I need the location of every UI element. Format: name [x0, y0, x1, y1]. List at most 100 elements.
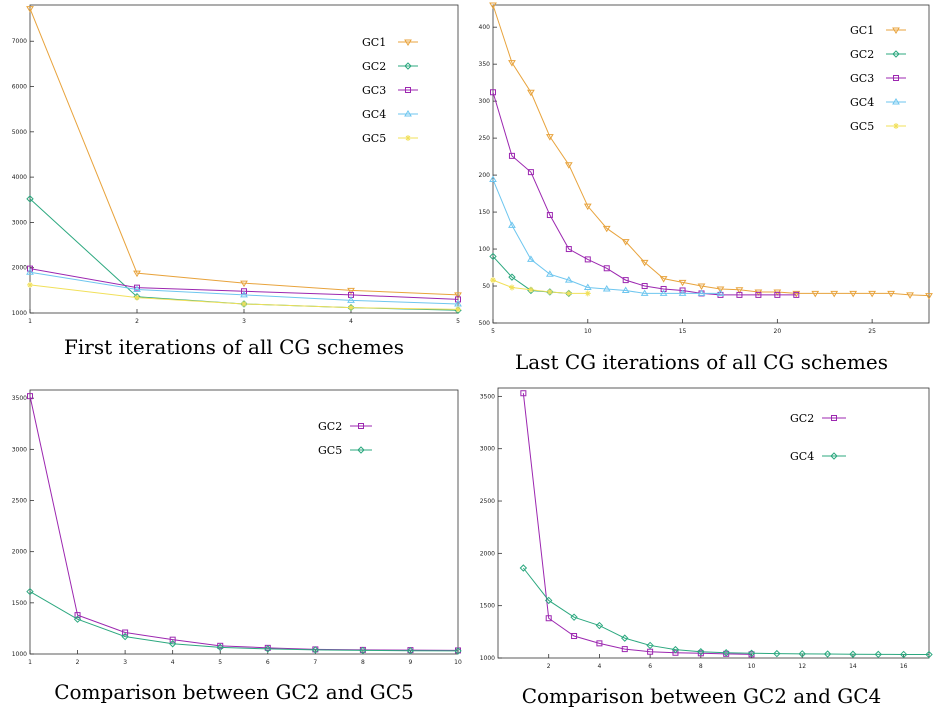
point-1-GC1-6 — [602, 225, 611, 233]
point-1-GC1-20 — [868, 290, 877, 298]
point-2-GC5-9 — [454, 647, 462, 655]
point-1-GC4-3 — [545, 270, 554, 277]
point-0-GC5-3 — [348, 304, 354, 311]
point-1-GC1-10 — [678, 279, 687, 287]
point-0-GC4-1 — [133, 285, 141, 292]
point-0-GC4-0 — [26, 268, 34, 275]
point-3-GC4-10 — [773, 649, 781, 658]
point-1-GC1-19 — [849, 290, 858, 298]
point-2-GC5-6 — [311, 646, 320, 654]
point-1-GC4-8 — [640, 289, 649, 296]
y-tick-label-1-5: 250 — [479, 135, 491, 142]
point-1-GC4-9 — [659, 289, 668, 296]
legend-marker-1-GC2 — [892, 50, 900, 58]
point-3-GC4-8 — [722, 649, 730, 657]
point-3-GC4-12 — [823, 650, 832, 658]
point-1-GC1-17 — [811, 290, 820, 298]
y-tick-label-2-4: 3000 — [12, 446, 27, 453]
point-1-GC4-5 — [583, 283, 592, 291]
point-2-GC2-3 — [169, 636, 176, 643]
y-tick-label-0-0: 1000 — [12, 310, 27, 317]
point-1-GC3-13 — [736, 291, 743, 298]
point-0-GC3-2 — [241, 288, 247, 295]
plot-frame-3 — [497, 387, 930, 659]
point-0-GC5-2 — [241, 300, 247, 307]
x-tick-label-1-1: 10 — [584, 328, 592, 335]
point-1-GC4-4 — [564, 276, 573, 283]
point-0-GC5-4 — [455, 306, 461, 313]
point-3-GC2-4 — [621, 646, 628, 653]
y-tick-label-1-8: 400 — [479, 24, 491, 31]
point-1-GC3-1 — [508, 152, 515, 159]
x-tick-label-2-7: 8 — [361, 659, 365, 666]
point-1-GC4-7 — [621, 286, 630, 293]
point-3-GC4-0 — [519, 564, 528, 572]
x-tick-label-0-2: 3 — [242, 318, 246, 325]
point-1-GC1-7 — [621, 239, 630, 246]
point-1-GC3-9 — [660, 285, 667, 292]
point-1-GC1-2 — [527, 89, 535, 97]
x-tick-label-0-4: 5 — [456, 318, 460, 325]
point-1-GC4-11 — [697, 289, 706, 296]
y-tick-label-0-4: 5000 — [12, 129, 27, 136]
y-tick-label-3-1: 1500 — [480, 603, 495, 610]
legend-label-3-GC4: GC4 — [790, 450, 814, 463]
legend-label-0-GC3: GC3 — [362, 84, 386, 97]
point-3-GC4-3 — [595, 621, 604, 630]
x-tick-label-3-1: 4 — [597, 663, 601, 670]
point-2-GC2-2 — [122, 629, 129, 636]
y-tick-label-1-3: 150 — [479, 209, 491, 216]
point-3-GC2-0 — [520, 390, 527, 397]
legend-label-3-GC2: GC2 — [790, 412, 814, 425]
point-2-GC5-8 — [406, 647, 415, 655]
y-tick-label-2-3: 2500 — [12, 498, 27, 505]
point-0-GC4-4 — [454, 299, 462, 307]
series-line-0-GC1 — [29, 8, 459, 296]
y-tick-label-3-3: 2500 — [480, 498, 495, 505]
legend-label-1-GC4: GC4 — [850, 96, 874, 109]
point-3-GC4-14 — [874, 650, 883, 659]
point-1-GC1-3 — [545, 134, 554, 141]
x-tick-label-1-4: 25 — [868, 328, 876, 335]
series-line-3-GC4 — [522, 567, 930, 656]
legend-marker-0-GC2 — [404, 62, 412, 70]
legend-label-1-GC2: GC2 — [850, 48, 874, 61]
point-2-GC5-5 — [264, 645, 272, 653]
y-tick-label-3-2: 2000 — [480, 550, 495, 557]
caption-gc2-gc5: Comparison between GC2 and GC5 — [54, 680, 414, 704]
point-0-GC4-2 — [240, 290, 248, 298]
x-tick-label-3-6: 14 — [849, 663, 857, 670]
x-tick-label-2-0: 1 — [28, 659, 32, 666]
legend-label-0-GC4: GC4 — [362, 108, 386, 121]
point-1-GC3-8 — [641, 283, 648, 290]
point-3-GC4-6 — [671, 645, 680, 654]
point-1-GC5-2 — [527, 286, 534, 293]
point-2-GC2-1 — [74, 612, 81, 619]
point-1-GC5-5 — [584, 290, 591, 297]
y-tick-label-2-2: 2000 — [12, 549, 27, 556]
legend-marker-1-GC4 — [892, 98, 900, 105]
y-tick-label-2-0: 1000 — [12, 651, 27, 658]
point-0-GC3-0 — [27, 265, 33, 272]
point-3-GC4-4 — [621, 634, 629, 642]
y-tick-label-2-5: 3500 — [12, 395, 27, 402]
x-tick-label-2-5: 6 — [266, 659, 270, 666]
legend-marker-0-GC1 — [404, 39, 412, 46]
point-1-GC1-12 — [716, 286, 725, 293]
y-tick-label-1-0: 500 — [479, 320, 491, 327]
point-1-GC1-21 — [887, 290, 895, 298]
point-3-GC2-1 — [545, 615, 552, 622]
point-1-GC1-4 — [564, 162, 573, 169]
point-1-GC4-2 — [527, 255, 535, 262]
x-tick-label-1-3: 20 — [774, 328, 782, 335]
point-2-GC5-2 — [121, 632, 129, 641]
point-1-GC1-0 — [489, 2, 497, 9]
series-line-0-GC4 — [29, 271, 459, 305]
legend-label-1-GC3: GC3 — [850, 72, 874, 85]
series-line-1-GC5 — [492, 279, 588, 294]
point-0-GC1-0 — [26, 6, 34, 13]
legend-label-1-GC5: GC5 — [850, 120, 874, 133]
series-line-1-GC4 — [492, 179, 721, 294]
x-tick-label-0-0: 1 — [28, 318, 32, 325]
